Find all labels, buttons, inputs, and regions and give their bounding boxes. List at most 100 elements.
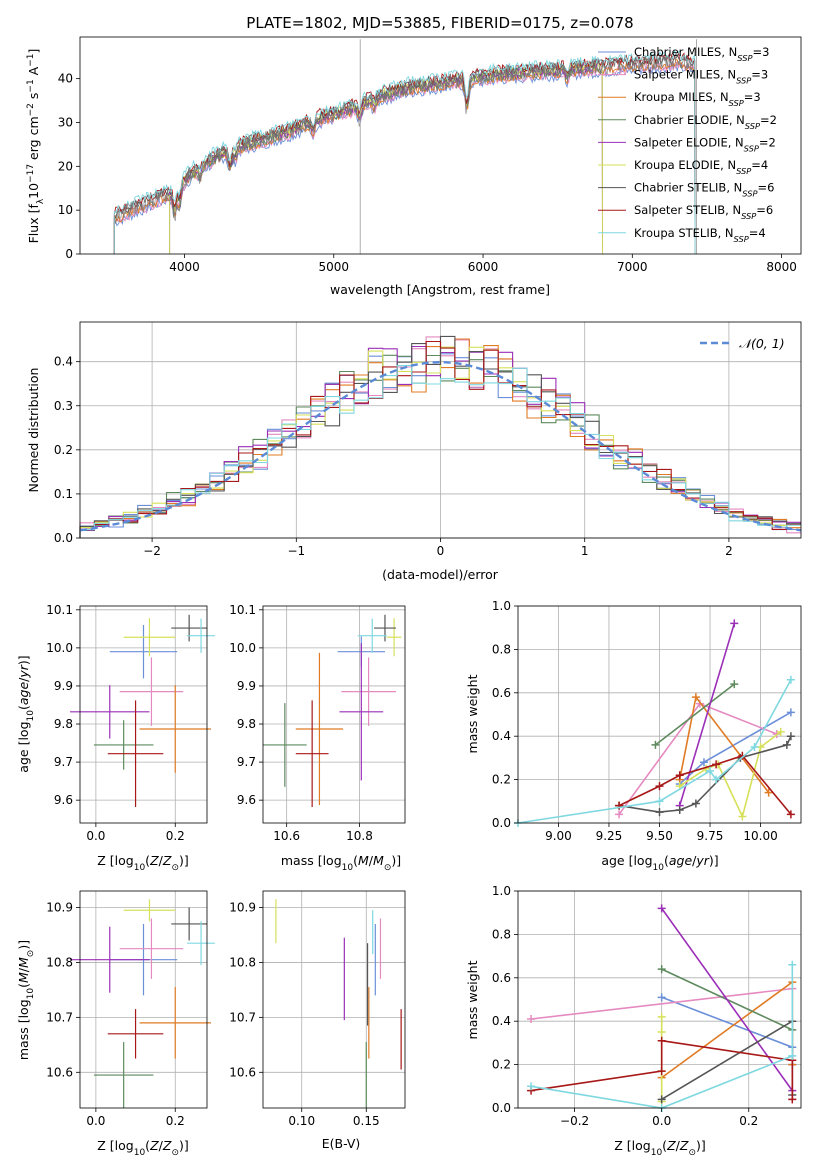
y-tick-label: 10.7	[46, 1010, 73, 1024]
y-tick-label: 9.8	[237, 717, 256, 731]
label-part: Z	[149, 1138, 159, 1153]
errorbar-chabrier-miles	[109, 625, 178, 679]
label-part: ⊙	[171, 1148, 179, 1158]
label-part: mass [log	[16, 999, 31, 1060]
weight-marker-chabrier-stelib	[786, 732, 795, 741]
y-tick-label: 9.9	[237, 679, 256, 693]
y-tick-label: 0.0	[492, 1101, 511, 1115]
legend-label-normal: 𝒩(0, 1)	[739, 336, 785, 351]
label-part: Kroupa ELODIE, N	[634, 158, 736, 172]
label-part: 10	[26, 988, 36, 1000]
label-part: SSP	[736, 166, 751, 176]
label-part: )]	[696, 1138, 706, 1153]
x-axis-label: (data-model)/error	[382, 567, 499, 582]
weight-line-chabrier-stelib	[661, 1019, 794, 1100]
x-tick-label: 0.2	[166, 1114, 185, 1128]
label-part: 10	[653, 863, 665, 873]
weight-marker-salpeter-elodie	[657, 904, 666, 913]
label-part: Z	[162, 853, 172, 868]
weight-marker-kroupa-stelib	[786, 675, 795, 684]
y-tick-label: 0.8	[492, 927, 511, 941]
label-part: mass [log	[281, 853, 342, 868]
weight-marker-salpeter-miles	[527, 1015, 536, 1024]
y-tick-label: 10.6	[46, 1065, 73, 1079]
x-tick-label: 0.0	[652, 1114, 671, 1128]
weight-marker-salpeter-miles	[615, 810, 624, 819]
panel-weight-z: −0.2 0.0 0.20.00.20.40.60.81.0Z [log10(Z/Z…	[465, 884, 802, 1158]
figure-title: PLATE=1802, MJD=53885, FIBERID=0175, z=0…	[246, 14, 633, 32]
label-part: Z [log	[97, 1138, 133, 1153]
y-tick-label: 1.0	[492, 884, 511, 898]
label-part: Chabrier STELIB, N	[634, 181, 742, 195]
axes-frame	[79, 36, 802, 255]
label-part: age	[16, 682, 31, 706]
label-part: Chabrier MILES, N	[634, 45, 737, 59]
weight-marker-chabrier-miles	[699, 758, 708, 767]
weight-marker-chabrier-elodie	[657, 965, 666, 974]
label-part: (	[145, 1138, 150, 1153]
weight-marker-kroupa-elodie	[657, 1012, 666, 1021]
axes-decor-age-z: 0.0 0.29.69.79.89.910.010.1Z [log10(Z/Z⊙)…	[16, 603, 208, 873]
x-tick-label: 4000	[169, 260, 200, 274]
legend-label-chabrier-stelib: Chabrier STELIB, NSSP=6	[634, 181, 774, 199]
x-tick-label: 6000	[468, 260, 499, 274]
y-tick-label: 20	[58, 159, 73, 173]
x-tick-label: −1	[287, 544, 305, 558]
x-tick-label: 0.15	[353, 1114, 380, 1128]
x-tick-label: 5000	[318, 260, 349, 274]
axes-decor-weight-age: 9.00 9.25 9.50 9.75 10.00 0.0 0.2 0.4 0.6 0.8 1.0 a…	[465, 599, 802, 873]
label-part: −1	[26, 79, 36, 92]
errorbar-kroupa-stelib	[357, 618, 387, 653]
y-tick-label: 9.6	[54, 793, 73, 807]
label-part: =3	[744, 90, 761, 104]
histogram-salpeter-stelib	[79, 340, 801, 538]
axes-frame	[517, 890, 802, 1109]
x-tick-label: 0	[437, 544, 445, 558]
label-part: SSP	[742, 189, 757, 199]
weight-marker-kroupa-stelib	[788, 1051, 797, 1060]
plot-area-histogram	[79, 335, 802, 538]
label-part: =4	[751, 158, 768, 172]
label-part: /	[16, 967, 31, 972]
errorbar-kroupa-miles	[139, 987, 211, 1059]
label-part: /	[159, 1138, 164, 1153]
label-part: (	[664, 853, 669, 868]
label-part: M	[16, 957, 31, 968]
errorbar-chabrier-elodie	[263, 703, 307, 787]
plot-area-mass-z	[70, 899, 215, 1108]
label-part: /	[676, 1138, 681, 1153]
label-part: λ	[36, 198, 46, 204]
label-part: SSP	[737, 53, 752, 63]
errorbar-chabrier-elodie	[93, 1042, 154, 1108]
legend-label-chabrier-elodie: Chabrier ELODIE, NSSP=2	[634, 113, 777, 131]
label-part: age [log	[16, 721, 31, 772]
plot-area-mass-ebv	[275, 899, 402, 1108]
y-axis-label: Flux [fλ10−17 erg cm−2 s−1 A−1]	[26, 49, 46, 244]
label-part: (	[16, 705, 31, 710]
x-tick-label: 9.00	[545, 829, 572, 843]
label-part: /	[692, 853, 697, 868]
model-spectrum-salpeter-stelib	[113, 51, 696, 254]
y-tick-label: 0.3	[54, 399, 73, 413]
y-tick-label: 0.0	[492, 816, 511, 830]
y-tick-label: 0.2	[54, 443, 73, 457]
x-axis-label: age [log10(age/yr)]	[601, 853, 718, 873]
axes-frame	[262, 890, 406, 1109]
histogram-kroupa-stelib	[79, 365, 801, 538]
panel-mass-z: 0.0 0.210.610.710.810.9Z [log10(Z/Z⊙)]mas…	[16, 890, 215, 1158]
label-part: A	[26, 66, 41, 79]
label-part: Z	[666, 1138, 676, 1153]
label-part: Chabrier ELODIE, N	[634, 113, 745, 127]
label-part: ]	[26, 49, 41, 54]
label-part: (	[145, 853, 150, 868]
weight-line-kroupa-stelib	[517, 679, 792, 824]
weight-marker-kroupa-stelib	[750, 743, 759, 752]
label-part: Z [log	[614, 1138, 650, 1153]
observed-spectrum	[114, 54, 695, 224]
weight-marker-salpeter-stelib	[657, 1067, 666, 1076]
y-tick-label: 0.8	[492, 642, 511, 656]
errorbar-kroupa-elodie	[123, 618, 176, 657]
label-part: )]	[16, 940, 31, 950]
y-tick-label: 10.9	[229, 900, 256, 914]
